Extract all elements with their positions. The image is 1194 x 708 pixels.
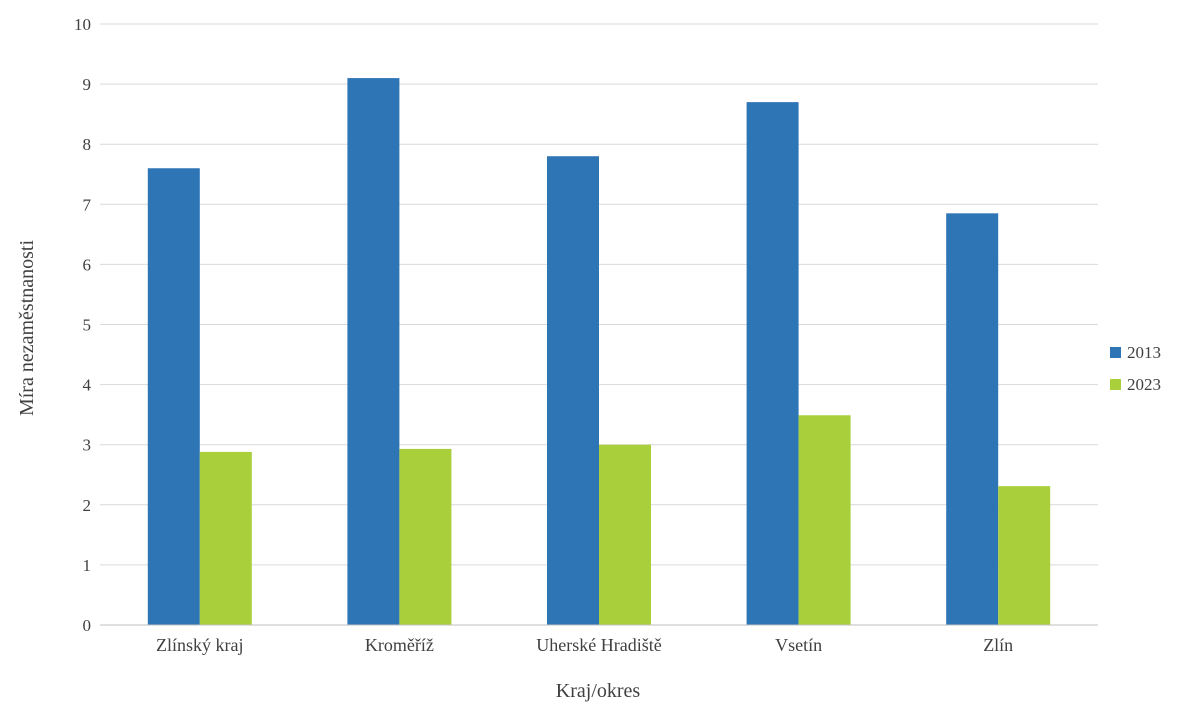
- bar-2023-2: [599, 444, 651, 625]
- x-tick-label: Kroměříž: [365, 635, 434, 655]
- legend-swatch-2013: [1110, 347, 1121, 358]
- legend-label: 2023: [1127, 375, 1161, 394]
- y-tick-label: 3: [83, 436, 92, 455]
- y-tick-label: 1: [83, 556, 92, 575]
- y-tick-label: 0: [83, 616, 92, 635]
- y-tick-label: 4: [83, 376, 92, 395]
- legend: 2013 2023: [1110, 343, 1161, 394]
- x-tick-label: Zlín: [983, 635, 1013, 655]
- y-tick-label: 8: [83, 135, 92, 154]
- legend-label: 2013: [1127, 343, 1161, 362]
- y-tick-label: 10: [74, 15, 91, 34]
- x-tick-label: Uherské Hradiště: [536, 635, 661, 655]
- x-axis-title: Kraj/okres: [556, 680, 641, 702]
- y-tick-label: 7: [83, 195, 92, 214]
- x-tick-label: Zlínský kraj: [156, 635, 244, 655]
- bar-2013-2: [547, 156, 599, 625]
- bar-2023-0: [199, 451, 252, 625]
- bar-2013-1: [347, 78, 400, 626]
- y-tick-label: 2: [83, 496, 92, 515]
- y-axis-title: Míra nezaměstnanosti: [16, 240, 38, 416]
- bar-2023-1: [399, 448, 452, 625]
- y-tick-label: 9: [83, 75, 92, 94]
- x-tick-label: Vsetín: [775, 635, 822, 655]
- bar-2023-3: [798, 415, 851, 625]
- legend-swatch-2023: [1110, 379, 1121, 390]
- bar-2013-0: [147, 168, 200, 626]
- bar-2013-4: [946, 213, 999, 625]
- y-tick-label: 5: [83, 316, 92, 335]
- bar-2023-4: [998, 486, 1051, 625]
- bars: [147, 78, 1051, 626]
- bar-2013-3: [746, 102, 799, 625]
- axes: 0 1 2 3 4 5 6 7 8 9 10 Zlínský kraj Kroměříž Uherské …: [74, 15, 1098, 655]
- y-tick-label: 6: [83, 255, 92, 274]
